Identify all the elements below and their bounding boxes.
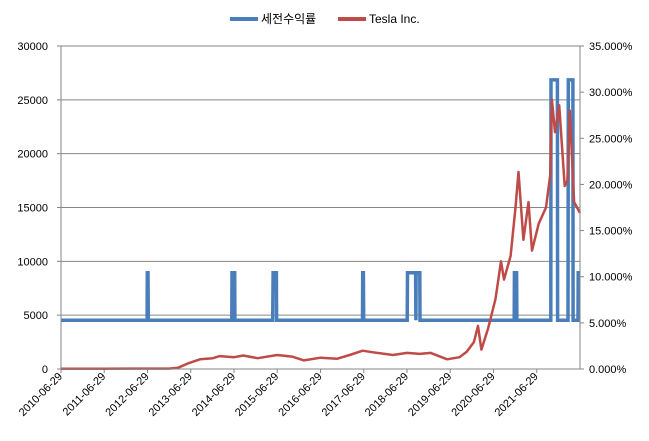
legend: 세전수익률 Tesla Inc.: [230, 12, 420, 26]
legend-label-setax: 세전수익률: [261, 12, 316, 26]
plot-series: [60, 78, 582, 371]
y-right-tick-label: 30.000%: [589, 87, 633, 99]
y-right-tick-label: 25.000%: [589, 133, 633, 145]
y-left-tick-label: 5000: [24, 310, 48, 322]
y-right-tick-label: 15.000%: [589, 226, 633, 238]
y-left-tick-label: 15000: [17, 203, 48, 215]
y-right-tick-label: 10.000%: [589, 272, 633, 284]
y-right-tick-label: 0.000%: [589, 364, 627, 376]
y-right-tick-label: 5.000%: [589, 318, 627, 330]
y-axis-left-ticks: 0 5000 10000 15000 20000 25000 30000: [17, 41, 61, 376]
legend-label-tesla: Tesla Inc.: [369, 12, 420, 26]
y-left-tick-label: 20000: [17, 149, 48, 161]
axes: [60, 46, 581, 370]
y-left-tick-label: 25000: [17, 95, 48, 107]
y-right-tick-label: 20.000%: [589, 179, 633, 191]
y-left-tick-label: 10000: [17, 256, 48, 268]
y-axis-right-ticks: 0.000% 5.000% 10.000% 15.000% 20.000% 25.000%…: [580, 41, 633, 376]
y-left-tick-label: 0: [42, 364, 48, 376]
y-right-tick-label: 35.000%: [589, 41, 633, 53]
y-left-tick-label: 30000: [17, 41, 48, 53]
series-line-setax: [61, 78, 580, 323]
series-line-tesla: [60, 98, 582, 371]
